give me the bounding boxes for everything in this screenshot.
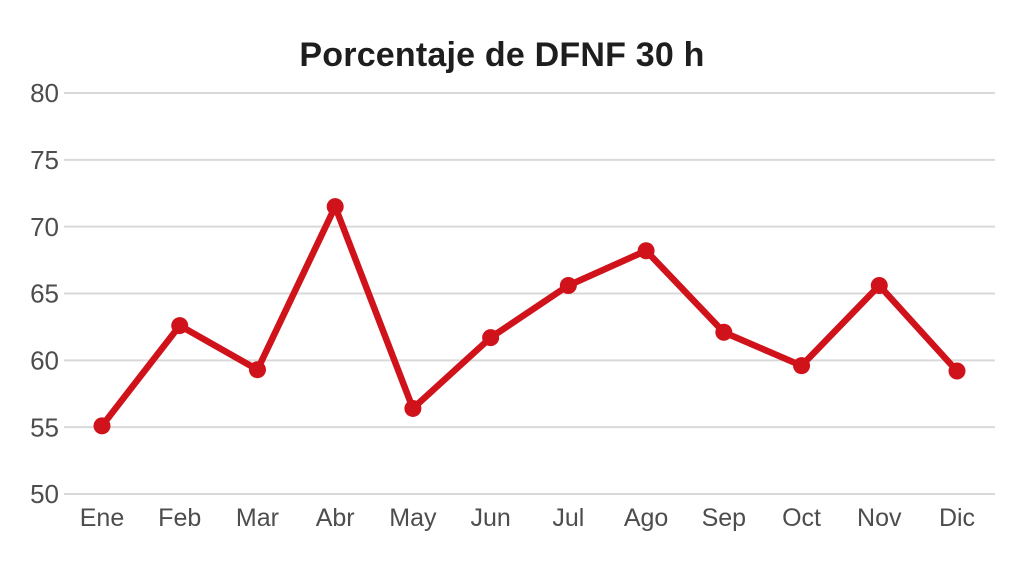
chart-title: Porcentaje de DFNF 30 h: [299, 36, 705, 74]
x-axis-tick-label: Dic: [939, 504, 975, 532]
x-axis-tick-label: Jul: [552, 504, 584, 532]
data-point-marker: [793, 357, 811, 375]
y-axis-tick-label: 65: [30, 279, 59, 309]
data-point-marker: [948, 362, 966, 380]
data-point-marker: [171, 317, 189, 335]
x-axis-tick-label: Ago: [624, 504, 668, 532]
y-axis-tick-label: 80: [30, 78, 59, 108]
y-axis-tick-label: 75: [30, 145, 59, 175]
x-axis-tick-label: Sep: [702, 504, 746, 532]
data-point-marker: [93, 417, 111, 435]
data-point-marker: [248, 361, 266, 379]
data-point-marker: [326, 198, 344, 216]
x-axis-tick-label: May: [389, 504, 437, 532]
x-axis-tick-label: Feb: [158, 504, 201, 532]
y-axis-tick-label: 60: [30, 345, 59, 375]
x-axis-tick-label: Abr: [316, 504, 355, 532]
x-axis-tick-label: Oct: [782, 504, 821, 532]
y-axis-tick-label: 50: [30, 479, 59, 509]
y-axis-tick-label: 55: [30, 412, 59, 442]
data-point-marker: [715, 323, 733, 341]
y-axis-tick-label: 70: [30, 212, 59, 242]
x-axis-tick-label: Nov: [857, 504, 902, 532]
x-axis-tick-label: Ene: [80, 504, 124, 532]
series-line: [98, 203, 961, 430]
data-point-marker: [404, 399, 422, 417]
x-axis-tick-label: Mar: [236, 504, 279, 532]
data-point-marker: [482, 329, 500, 347]
data-point-marker: [870, 276, 888, 294]
data-point-marker: [637, 242, 655, 260]
x-axis-tick-label: Jun: [470, 504, 510, 532]
data-point-marker: [559, 276, 577, 294]
